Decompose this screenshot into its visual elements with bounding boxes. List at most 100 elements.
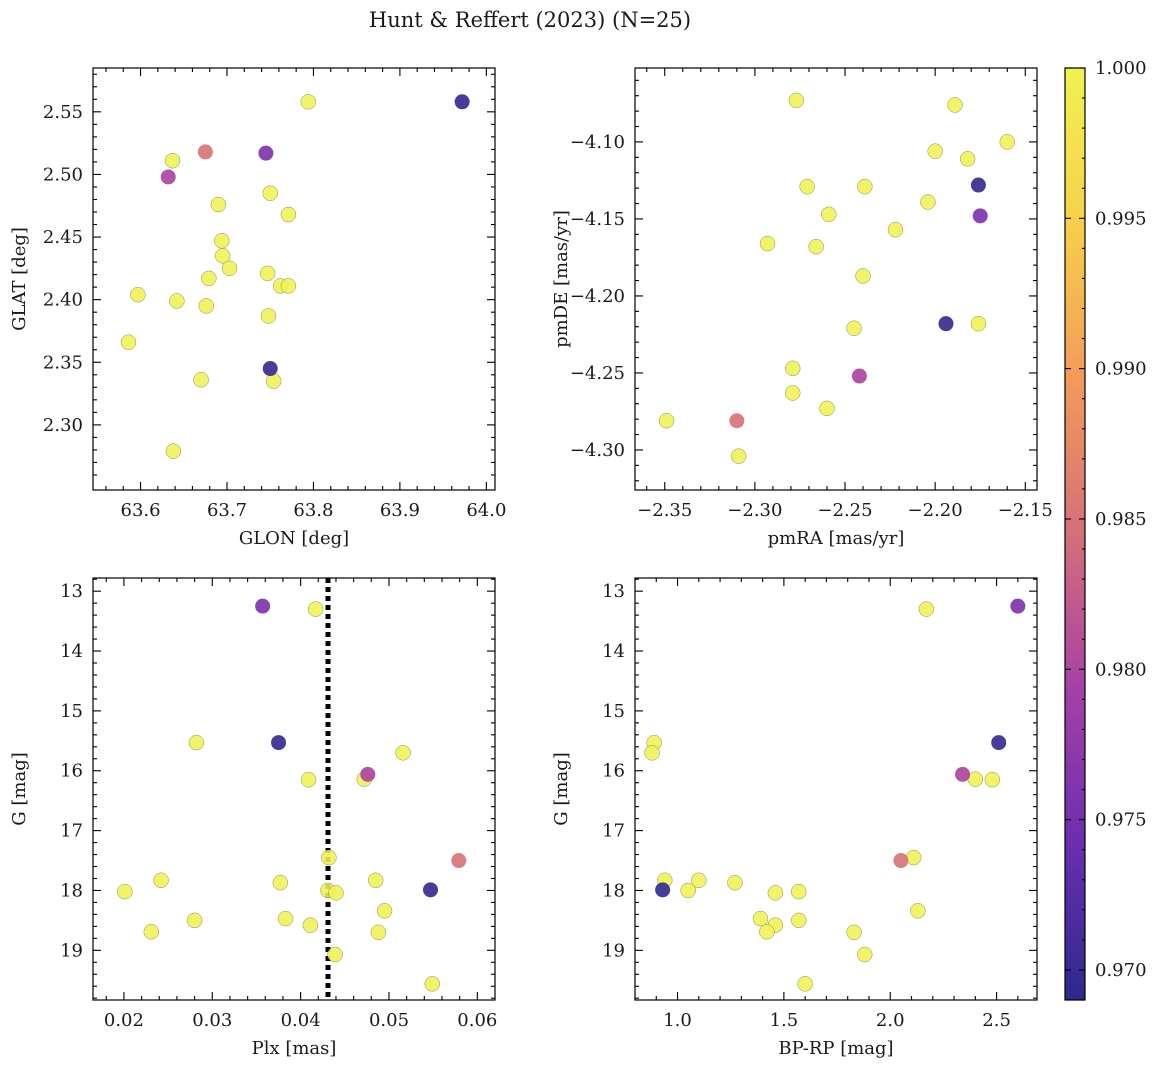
x-tick-label: 0.02 [104, 1010, 144, 1031]
y-tick-label: 19 [602, 940, 625, 961]
data-point [752, 910, 769, 927]
data-point [160, 169, 176, 185]
data-point [729, 413, 745, 429]
data-point [120, 334, 137, 350]
data-point [959, 151, 976, 167]
data-point [955, 766, 971, 782]
x-tick-label: 2.5 [982, 1010, 1011, 1031]
y-axis-label: pmDE [mas/yr] [551, 210, 572, 348]
data-point [927, 143, 943, 159]
colorbar-gradient [1065, 68, 1085, 1000]
data-point [272, 874, 289, 891]
data-point [808, 238, 824, 255]
data-point [367, 872, 384, 889]
data-point [821, 206, 837, 223]
data-point [327, 946, 343, 963]
data-point [395, 745, 411, 761]
data-point [799, 178, 815, 195]
y-tick-label: 2.30 [43, 415, 83, 436]
data-point [277, 910, 294, 927]
data-point [153, 872, 169, 889]
data-point [300, 94, 317, 110]
data-point [910, 903, 926, 919]
data-point [424, 976, 441, 992]
data-point [984, 771, 1001, 788]
data-point [967, 771, 984, 787]
data-point [307, 601, 324, 617]
data-point [767, 885, 784, 901]
data-point [188, 734, 205, 751]
colorbar-frame [1064, 67, 1086, 1001]
points-layer [644, 598, 1026, 992]
data-point [855, 268, 871, 284]
data-point [214, 233, 230, 249]
data-point [857, 178, 873, 195]
data-point [970, 177, 986, 193]
y-axis-label: GLAT [deg] [9, 227, 30, 331]
figure-title: Hunt & Reffert (2023) (N=25) [369, 8, 691, 32]
x-tick-label: 0.05 [369, 1010, 409, 1031]
y-tick-label: 16 [602, 761, 625, 782]
data-point [280, 206, 297, 223]
x-tick-label: −2.20 [908, 500, 963, 521]
points-layer [120, 94, 470, 459]
data-point [658, 412, 675, 429]
data-point [376, 903, 393, 919]
x-axis-label: Plx [mas] [252, 1038, 337, 1059]
colorbar-tick-label: 1.000 [1095, 58, 1147, 79]
data-point [280, 278, 297, 294]
colorbar-tick-label: 0.995 [1095, 208, 1147, 229]
y-tick-label: 2.35 [43, 352, 83, 373]
x-tick-label: 63.9 [380, 500, 420, 521]
data-point [302, 917, 319, 933]
data-point [169, 293, 185, 309]
data-point [130, 286, 146, 303]
y-tick-label: 2.50 [43, 164, 83, 185]
data-point [887, 221, 904, 238]
data-point [1010, 598, 1026, 614]
data-point [454, 94, 470, 110]
x-axis-label: pmRA [mas/yr] [768, 528, 905, 549]
y-axis-label: G [mag] [551, 752, 572, 825]
y-tick-label: 2.55 [43, 102, 83, 123]
y-tick-label: 2.45 [43, 227, 83, 248]
data-point [644, 745, 660, 761]
y-axis-label: G [mag] [9, 752, 30, 825]
data-point [797, 976, 813, 992]
data-point [198, 298, 215, 314]
x-tick-label: 2.0 [876, 1010, 905, 1031]
y-tick-label: 17 [60, 821, 83, 842]
x-tick-label: 1.5 [770, 1010, 799, 1031]
x-tick-label: −2.35 [637, 500, 692, 521]
y-tick-label: 13 [602, 581, 625, 602]
x-tick-label: 63.6 [121, 500, 161, 521]
data-point [262, 185, 278, 201]
plot-frame [634, 577, 1038, 1001]
y-tick-label: −4.10 [570, 132, 625, 153]
panel-plx-g: 0.02 0.03 0.04 0.05 0.06 13 14 15 16 17 18 19 Plx [m… [9, 577, 497, 1059]
colorbar-tick-label: 0.990 [1095, 359, 1147, 380]
x-axis-label: BP-RP [mag] [778, 1038, 893, 1059]
data-point [423, 882, 439, 898]
y-tick-label: 19 [60, 940, 83, 961]
y-tick-label: 15 [60, 701, 83, 722]
data-point [905, 849, 922, 866]
panel-glon-glat: 63.6 63.7 63.8 63.9 64.0 2.30 2.35 2.40 2.45 2.50… [9, 67, 506, 549]
data-point [201, 270, 217, 287]
x-tick-label: −2.15 [998, 500, 1053, 521]
data-point [259, 265, 276, 282]
colorbar-tick-label: 0.975 [1095, 810, 1147, 831]
data-point [258, 145, 274, 161]
data-point [893, 853, 909, 869]
x-tick-label: 0.03 [192, 1010, 232, 1031]
y-tick-label: 18 [602, 880, 625, 901]
x-tick-label: 63.7 [207, 500, 247, 521]
data-point [186, 912, 203, 929]
data-point [791, 912, 807, 929]
data-point [846, 924, 862, 941]
data-point [846, 320, 862, 337]
y-tick-label: 14 [60, 641, 83, 662]
data-point [255, 598, 271, 614]
data-point [759, 235, 776, 252]
